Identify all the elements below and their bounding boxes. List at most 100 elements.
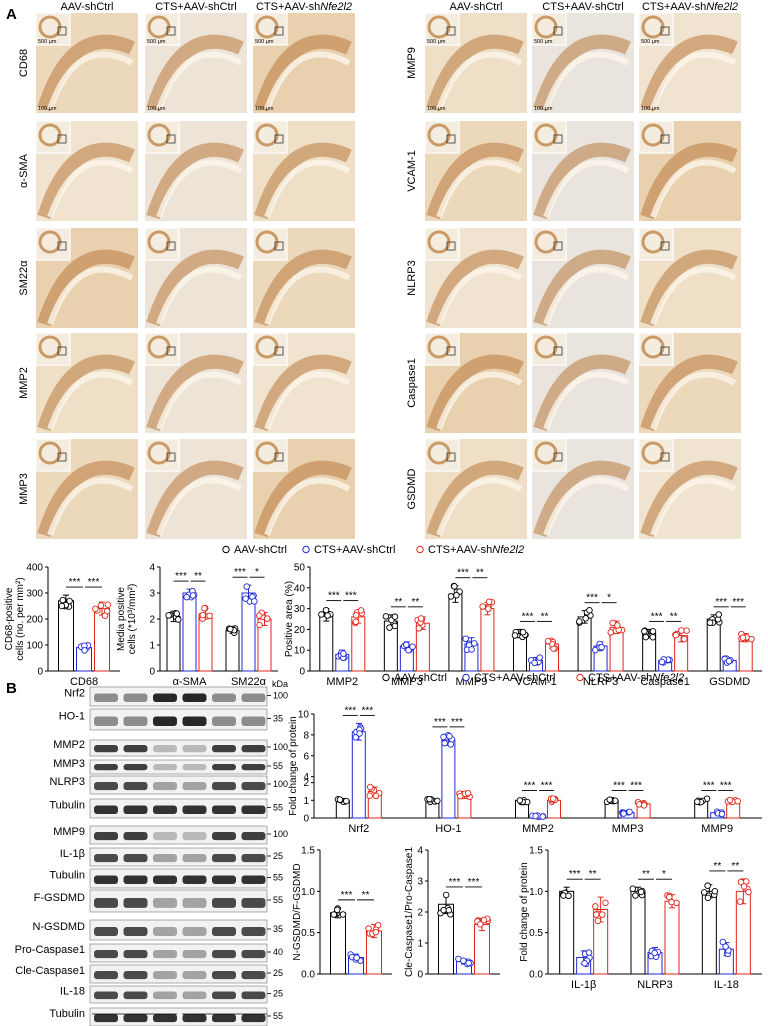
blot-strip bbox=[89, 686, 268, 707]
scale-bar-large: 100 μm bbox=[641, 106, 660, 112]
blot-band bbox=[212, 991, 236, 1000]
data-point bbox=[626, 808, 633, 816]
vessel-wall bbox=[254, 142, 352, 220]
y-axis-label: CD68-positive bbox=[4, 587, 15, 650]
bar-chart: 0 1 2 3 4 Media positive cells (*10³/mm²) α-SMA… bbox=[116, 563, 278, 688]
blot-band bbox=[94, 805, 118, 815]
data-point bbox=[415, 625, 423, 632]
data-point bbox=[426, 795, 433, 803]
legend-prefix: CTS+AAV-sh bbox=[588, 672, 652, 684]
data-point bbox=[460, 957, 467, 965]
bar bbox=[559, 890, 575, 975]
blot-band bbox=[182, 693, 207, 703]
data-point bbox=[593, 911, 600, 918]
blot-band bbox=[182, 782, 207, 791]
micrograph bbox=[35, 120, 138, 221]
significance-label: *** bbox=[715, 597, 727, 608]
blot-band bbox=[212, 898, 236, 908]
lumen-edge bbox=[156, 51, 243, 110]
blot-band bbox=[182, 832, 207, 841]
data-point bbox=[357, 607, 365, 614]
data-point bbox=[565, 892, 572, 900]
bar bbox=[319, 614, 334, 672]
significance-label: *** bbox=[732, 597, 744, 608]
data-point bbox=[704, 894, 712, 902]
blot-band bbox=[241, 1014, 266, 1023]
blot-band bbox=[182, 745, 207, 753]
data-point bbox=[101, 612, 109, 619]
data-point bbox=[391, 613, 399, 620]
blot-band bbox=[212, 927, 236, 936]
lumen-edge bbox=[47, 477, 134, 536]
data-point bbox=[678, 627, 685, 634]
y-tick-label: 2 bbox=[149, 615, 155, 626]
blot-band bbox=[94, 854, 118, 863]
significance-label: *** bbox=[524, 781, 536, 792]
y-tick-label: 10 bbox=[298, 710, 310, 721]
data-point bbox=[59, 596, 67, 604]
data-point bbox=[405, 646, 412, 654]
bar-chart: 0.00.51.01.5N-GSDMD/F-GSDMD *** ** bbox=[292, 846, 392, 981]
blot-band bbox=[123, 716, 148, 726]
lumen-edge bbox=[543, 371, 630, 430]
kda-mark: 55 bbox=[273, 803, 283, 813]
data-point bbox=[434, 797, 441, 805]
inset-box bbox=[660, 452, 670, 462]
lumen-edge bbox=[156, 477, 243, 536]
data-point bbox=[629, 885, 637, 893]
kda-mark: 100 bbox=[273, 779, 288, 789]
bar bbox=[664, 900, 680, 975]
data-point bbox=[700, 889, 708, 896]
data-point bbox=[681, 635, 688, 643]
y-axis-label: Fold change of protein bbox=[288, 716, 299, 816]
y-tick-label: 30 bbox=[294, 604, 306, 615]
blot-band bbox=[153, 782, 177, 791]
column-header: AAV-shCtrl bbox=[61, 1, 114, 13]
vessel-wall bbox=[640, 34, 738, 112]
data-point bbox=[576, 618, 583, 625]
row-label: Caspase1 bbox=[406, 358, 418, 408]
inset-box bbox=[660, 241, 670, 251]
blot-band bbox=[94, 764, 118, 771]
blot-band bbox=[241, 805, 266, 815]
micrograph bbox=[638, 438, 741, 539]
inset-box bbox=[57, 26, 67, 36]
blot-band bbox=[212, 716, 236, 726]
bar-chart: 0.0 0.5 1.0 1.5 Fold change of protein IL-1β *… bbox=[519, 846, 762, 991]
kda-mark: 55 bbox=[273, 873, 283, 883]
data-point bbox=[353, 954, 360, 961]
vessel-wall bbox=[37, 142, 135, 220]
y-tick-label: 1.5 bbox=[529, 846, 543, 857]
blot-band bbox=[241, 991, 266, 1000]
x-tick-label: VCAM-1 bbox=[515, 676, 557, 688]
x-tick-label: IL-18 bbox=[714, 979, 739, 991]
legend-marker bbox=[416, 545, 424, 554]
lumen-edge bbox=[436, 371, 523, 430]
lumen-edge bbox=[264, 477, 351, 536]
legend-label: CTS+AAV-shCtrl bbox=[474, 672, 555, 684]
significance-label: *** bbox=[522, 611, 534, 622]
data-point bbox=[632, 892, 639, 899]
row-label: MMP2 bbox=[18, 367, 30, 399]
data-point bbox=[668, 898, 675, 906]
legend-marker bbox=[302, 545, 310, 554]
x-tick-label: α-SMA bbox=[173, 676, 208, 688]
blot-band bbox=[153, 805, 177, 815]
inset-box bbox=[166, 134, 176, 144]
blot-row-label: Nrf2 bbox=[64, 688, 85, 700]
blot-row-label: NLRP3 bbox=[50, 776, 85, 788]
y-tick-label: 300 bbox=[26, 589, 43, 600]
y-tick-label: 6 bbox=[303, 751, 309, 762]
blot-band bbox=[182, 854, 207, 863]
kda-mark: 25 bbox=[273, 989, 283, 999]
lumen-edge bbox=[47, 266, 134, 325]
data-point bbox=[366, 783, 374, 791]
blot-row-label: IL-18 bbox=[60, 986, 85, 998]
data-point bbox=[263, 615, 271, 622]
blot-band bbox=[153, 745, 177, 753]
data-point bbox=[352, 611, 360, 619]
data-point bbox=[649, 633, 657, 641]
lumen-edge bbox=[264, 371, 351, 430]
data-point bbox=[372, 792, 380, 800]
data-point bbox=[465, 959, 472, 967]
